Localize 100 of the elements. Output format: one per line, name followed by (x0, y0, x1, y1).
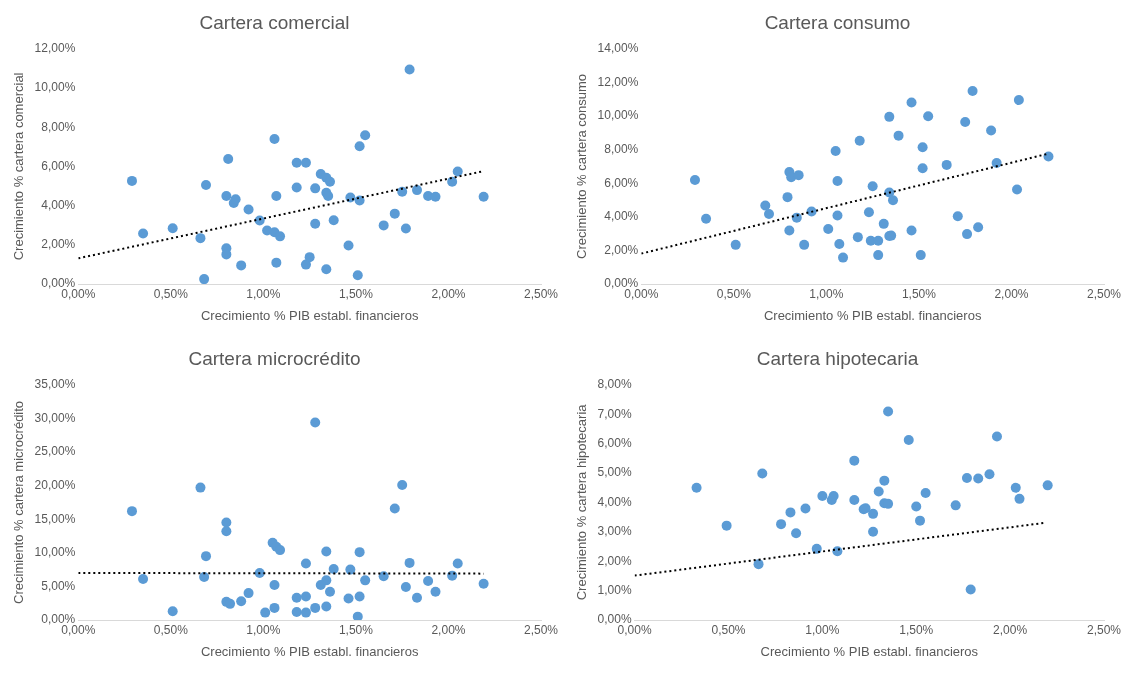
y-tick-label: 15,00% (34, 511, 76, 526)
point (852, 232, 863, 243)
point (225, 598, 236, 609)
point (903, 435, 914, 446)
point (199, 571, 210, 582)
x-tick-label: 2,00% (431, 622, 466, 637)
x-tick-label: 2,00% (431, 286, 466, 301)
y-tick-label: 10,00% (34, 545, 76, 560)
point (321, 264, 332, 275)
y-tick-label: 4,00% (41, 197, 76, 212)
point (893, 130, 904, 141)
point (760, 200, 771, 211)
point (917, 142, 928, 153)
point (321, 601, 332, 612)
point (315, 580, 326, 591)
point (967, 85, 978, 96)
y-tick-label: 2,00% (597, 553, 632, 568)
point (325, 176, 336, 187)
point (906, 97, 917, 108)
x-tick-label: 0,50% (153, 622, 189, 637)
point (300, 157, 311, 168)
x-tick-label: 2,00% (994, 286, 1029, 301)
y-tick-label: 4,00% (597, 494, 632, 509)
y-tick-label: 30,00% (34, 410, 76, 425)
point (991, 431, 1002, 442)
point (785, 507, 796, 518)
x-axis-title: Crecimiento % PIB establ. financieros (200, 643, 419, 659)
point (793, 170, 804, 181)
point (404, 557, 415, 568)
point (952, 211, 963, 222)
point (195, 482, 206, 493)
point (884, 111, 895, 122)
point (452, 558, 463, 569)
chart-title: Cartera comercial (199, 11, 350, 33)
x-tick-label: 1,00% (246, 286, 281, 301)
point (271, 191, 282, 201)
point (691, 482, 702, 493)
point (1014, 493, 1025, 504)
x-tick-label: 0,00% (624, 286, 659, 301)
point (776, 519, 787, 530)
point (400, 582, 411, 593)
point (784, 225, 795, 236)
y-axis-title: Crecimiento % cartera consumo (574, 73, 590, 259)
point (389, 503, 400, 514)
point (799, 239, 810, 250)
point (883, 406, 894, 417)
y-tick-label: 5,00% (41, 578, 76, 593)
point (800, 503, 811, 514)
y-tick-label: 6,00% (41, 158, 76, 173)
x-axis-title: Crecimiento % PIB establ. financieros (200, 307, 419, 323)
y-tick-label: 7,00% (597, 406, 632, 421)
x-tick-label: 1,00% (246, 622, 281, 637)
point (404, 64, 415, 75)
x-tick-label: 2,50% (1086, 622, 1122, 637)
chart-title: Cartera consumo (764, 11, 911, 33)
y-tick-label: 35,00% (34, 377, 76, 392)
x-tick-label: 0,00% (61, 286, 96, 301)
point (817, 490, 828, 501)
point (275, 231, 286, 242)
point (430, 191, 441, 202)
point (430, 586, 441, 597)
point (221, 191, 232, 201)
y-tick-label: 4,00% (604, 209, 639, 224)
x-axis-title: Crecimiento % PIB establ. financieros (760, 643, 979, 659)
point (873, 250, 884, 261)
point (849, 495, 860, 506)
point (352, 270, 363, 281)
y-tick-label: 8,00% (41, 119, 76, 134)
point (962, 229, 973, 240)
point (300, 607, 311, 618)
x-tick-label: 1,50% (338, 622, 374, 637)
point (300, 558, 311, 569)
y-tick-label: 12,00% (34, 41, 76, 56)
y-tick-label: 12,00% (597, 74, 639, 89)
x-tick-label: 2,00% (993, 622, 1028, 637)
point (310, 417, 321, 428)
point (452, 166, 463, 177)
point (310, 183, 321, 194)
point (906, 225, 917, 236)
point (269, 580, 280, 591)
point (236, 596, 247, 607)
point (236, 260, 247, 271)
y-tick-label: 8,00% (604, 141, 639, 156)
point (354, 547, 365, 558)
point (830, 145, 841, 156)
point (868, 508, 879, 519)
point (269, 602, 280, 613)
x-tick-label: 0,50% (153, 286, 189, 301)
point (868, 526, 879, 537)
point (838, 252, 849, 263)
y-tick-label: 1,00% (597, 582, 632, 597)
point (832, 210, 843, 221)
point (950, 500, 961, 511)
point (230, 194, 241, 205)
y-tick-label: 2,00% (604, 242, 639, 257)
point (304, 252, 315, 263)
point (478, 191, 489, 202)
point (911, 501, 922, 512)
y-tick-label: 6,00% (597, 435, 632, 450)
point (354, 591, 365, 602)
